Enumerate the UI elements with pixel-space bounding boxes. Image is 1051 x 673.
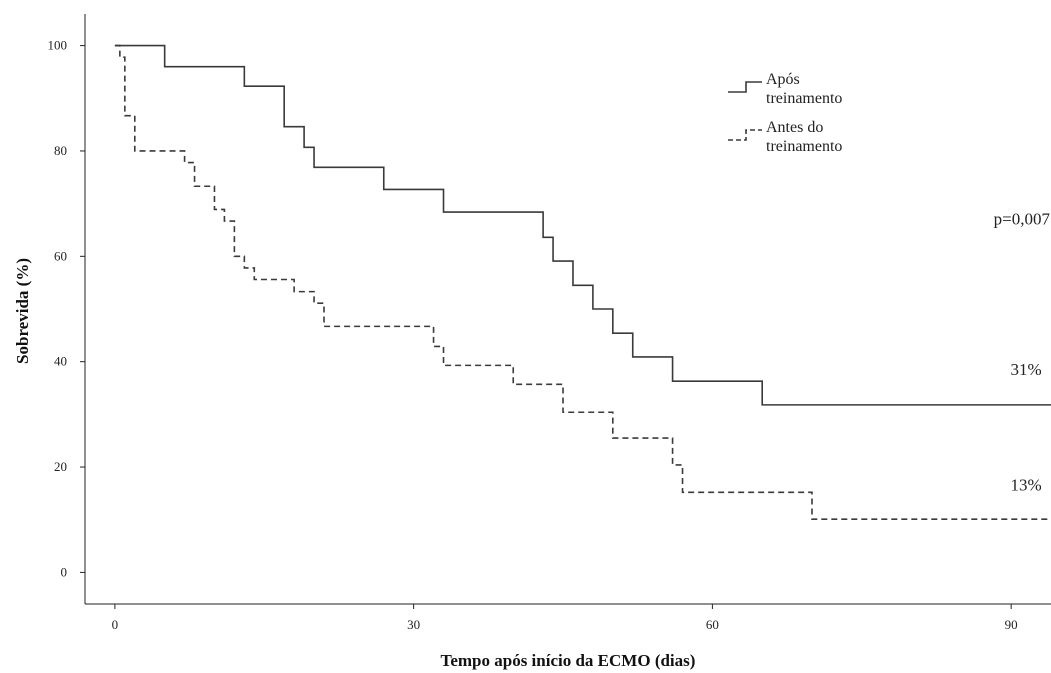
annotations: p=0,007* 31% 13%: [994, 210, 1051, 495]
annotation-label: 31%: [1011, 360, 1042, 379]
series-line-antes-treinamento: [114, 44, 1051, 520]
annotation-label: p=0,007*: [994, 210, 1051, 229]
x-tick-label: 0: [112, 617, 119, 632]
legend: Após treinamento Antes do treinamento: [728, 71, 842, 155]
y-axis-title: Sobrevida (%): [13, 258, 32, 364]
x-tick-label: 60: [706, 617, 719, 632]
series-group: [114, 44, 1051, 520]
legend-label-line: treinamento: [766, 90, 842, 107]
y-tick-label: 0: [61, 564, 68, 579]
y-tick-label: 20: [54, 459, 67, 474]
x-tick-label: 90: [1005, 617, 1018, 632]
x-tick-label: 30: [407, 617, 420, 632]
x-axis-title: Tempo após início da ECMO (dias): [441, 651, 696, 670]
series-line-apos-treinamento: [114, 44, 1051, 406]
legend-label-line: treinamento: [766, 138, 842, 155]
axes: 0 30 60 90 0 20 40 60 80 100: [48, 14, 1051, 632]
y-tick-label: 40: [54, 354, 67, 369]
y-tick-label: 60: [54, 248, 67, 263]
annotation-label: 13%: [1011, 476, 1042, 495]
legend-label-line: Antes do: [766, 119, 823, 136]
legend-label-line: Após: [766, 71, 800, 88]
legend-symbol-antes: [728, 129, 762, 141]
y-tick-label: 100: [48, 38, 68, 53]
legend-symbol-apos: [728, 81, 762, 93]
y-tick-label: 80: [54, 143, 67, 158]
